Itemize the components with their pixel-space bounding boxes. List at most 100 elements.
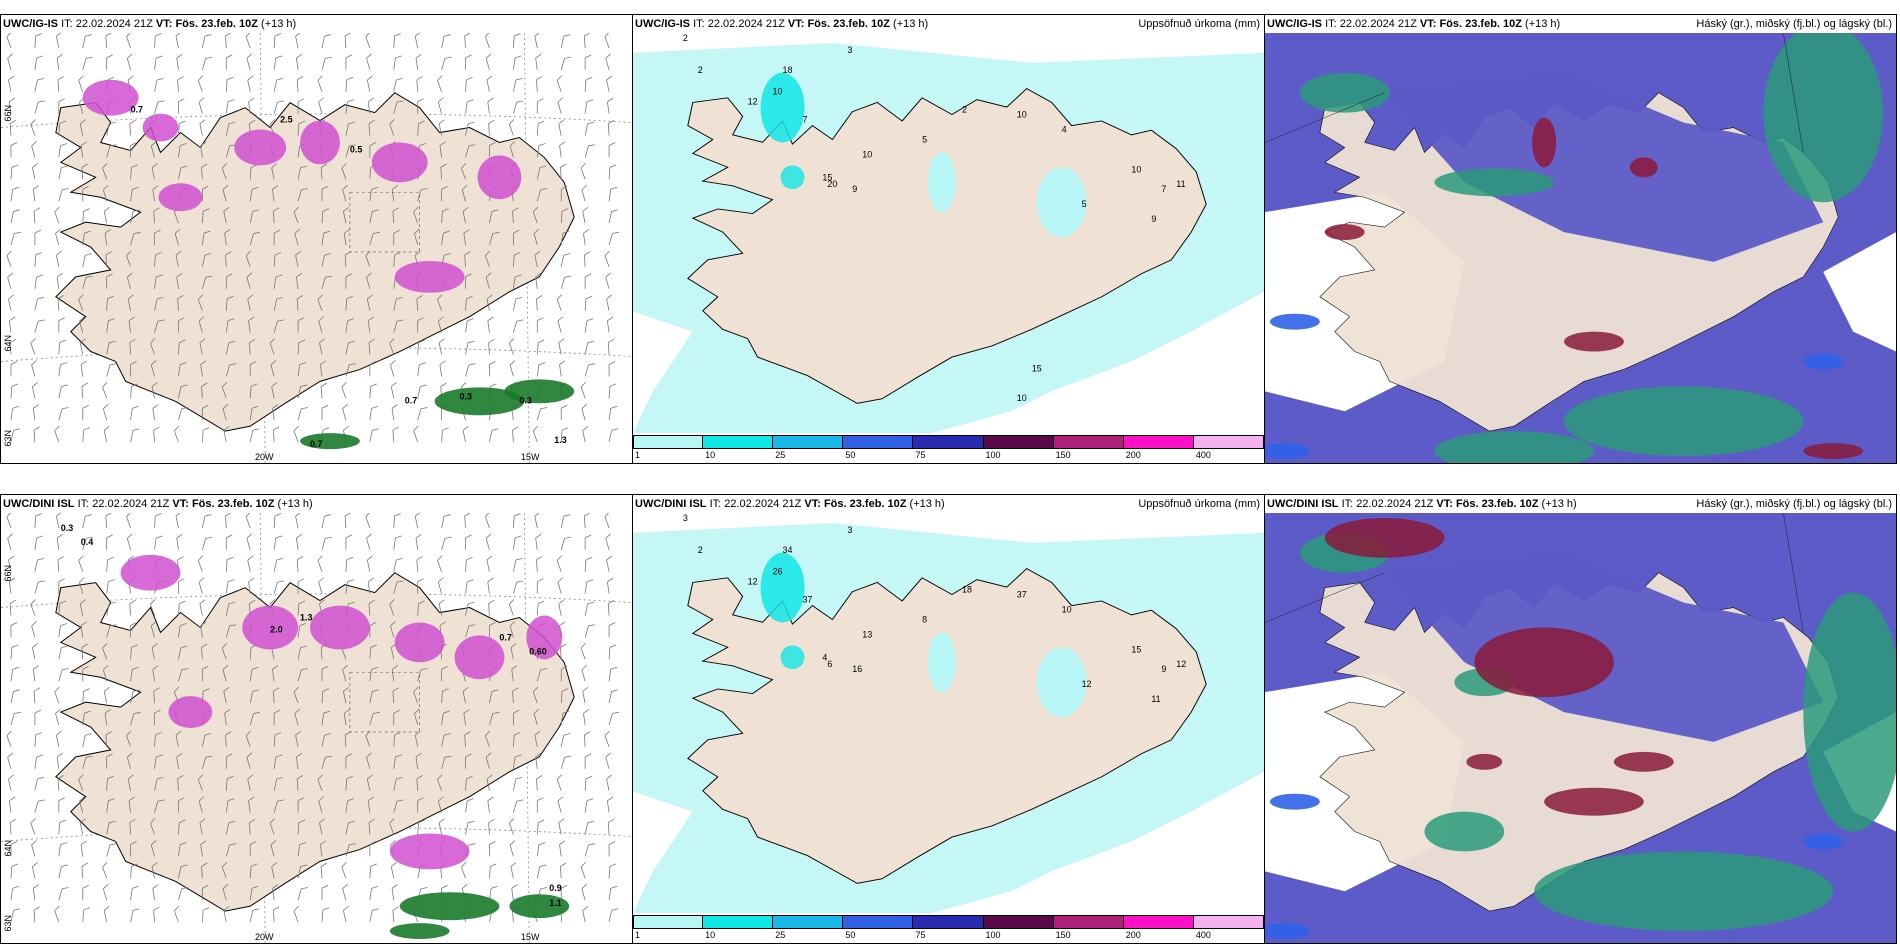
wind-barb — [464, 251, 471, 267]
wind-barb — [224, 229, 231, 246]
wind-barb — [560, 56, 572, 70]
wind-barb — [32, 862, 38, 879]
wind-barb — [31, 621, 37, 638]
precip-value: 34 — [783, 545, 793, 555]
colorbar-swatch — [913, 435, 984, 449]
barb-staff — [32, 386, 36, 399]
wind-barb — [535, 752, 542, 769]
barb-staff — [560, 735, 565, 747]
barb-feather — [248, 316, 255, 322]
barb-feather — [368, 599, 375, 604]
wind-barb — [512, 732, 521, 747]
wind-barb — [584, 99, 594, 114]
barb-staff — [271, 647, 275, 660]
wind-barb — [126, 752, 133, 769]
barb-staff — [390, 364, 395, 377]
snow-area — [394, 622, 445, 663]
wind-barb — [221, 861, 228, 879]
wind-barb — [54, 425, 60, 443]
barb-staff — [248, 822, 251, 835]
barb-feather — [130, 361, 137, 365]
wind-barb — [10, 428, 21, 443]
snow-value: 0.3 — [519, 395, 531, 405]
wind-barb — [225, 513, 232, 528]
barb-feather — [31, 840, 37, 846]
precip-value: 10 — [1131, 164, 1141, 174]
wind-barb — [78, 294, 84, 311]
wind-barb — [249, 666, 259, 682]
wind-barb — [557, 316, 564, 333]
barb-staff — [294, 233, 299, 246]
barb-feather — [391, 665, 398, 670]
wind-barb — [584, 534, 592, 550]
barb-feather — [461, 861, 467, 868]
wind-barb — [389, 338, 395, 355]
barb-staff — [178, 364, 181, 377]
barb-feather — [488, 119, 495, 124]
barb-staff — [80, 625, 84, 638]
barb-staff — [248, 320, 251, 333]
wind-barb — [465, 363, 476, 377]
wind-barb — [150, 840, 157, 857]
wind-barb — [532, 686, 539, 704]
wind-barb — [464, 731, 471, 747]
wind-barb — [130, 209, 140, 224]
barb-staff — [584, 79, 587, 92]
wind-barb — [249, 885, 259, 901]
wind-barb — [584, 579, 594, 594]
barb-staff — [415, 57, 419, 70]
barb-feather — [540, 668, 548, 671]
wind-barb — [58, 339, 66, 355]
wind-barb — [178, 600, 186, 616]
wind-barb — [462, 686, 469, 704]
barb-staff — [225, 734, 227, 747]
barb-staff — [580, 647, 586, 660]
vt-label: VT: — [787, 18, 805, 30]
valid-time: Fös. 23.feb. 10Z — [1455, 498, 1539, 510]
barb-staff — [152, 408, 155, 421]
barb-feather — [56, 730, 62, 736]
wind-barb — [321, 907, 330, 923]
barb-feather — [79, 796, 85, 802]
wind-barb — [489, 689, 499, 704]
wind-barb — [417, 819, 425, 835]
wind-barb — [130, 383, 138, 399]
barb-staff — [57, 559, 60, 572]
wind-barb — [201, 733, 212, 747]
wind-barb — [130, 428, 140, 443]
mid-cloud-area — [1803, 592, 1896, 832]
wind-barb — [416, 295, 423, 311]
barb-feather — [581, 664, 588, 671]
barb-staff — [9, 123, 12, 136]
barb-staff — [10, 888, 14, 901]
barb-staff — [223, 211, 227, 224]
precip-light-area — [1036, 167, 1087, 237]
wind-barb — [487, 796, 494, 813]
barb-staff — [270, 844, 275, 857]
barb-staff — [178, 844, 181, 857]
wind-barb — [6, 33, 12, 49]
barb-staff — [151, 866, 155, 879]
barb-staff — [271, 167, 275, 180]
wind-barb — [82, 185, 89, 202]
wind-barb — [584, 624, 596, 638]
wind-barb — [8, 577, 16, 594]
barb-feather — [580, 861, 586, 868]
barb-staff — [127, 778, 131, 791]
barb-staff — [225, 320, 229, 333]
barb-staff — [151, 647, 155, 660]
barb-feather — [31, 360, 37, 366]
barb-feather — [154, 709, 161, 714]
barb-staff — [201, 211, 204, 224]
barb-staff — [532, 691, 538, 704]
barb-staff — [129, 603, 131, 616]
wind-barb — [272, 884, 279, 901]
barb-feather — [341, 861, 347, 868]
wind-barb — [489, 711, 500, 726]
barb-staff — [54, 211, 60, 224]
barb-staff — [465, 320, 468, 333]
barb-staff — [484, 735, 490, 748]
barb-feather — [343, 686, 349, 692]
wind-barb — [369, 644, 377, 660]
barb-staff — [126, 36, 131, 49]
